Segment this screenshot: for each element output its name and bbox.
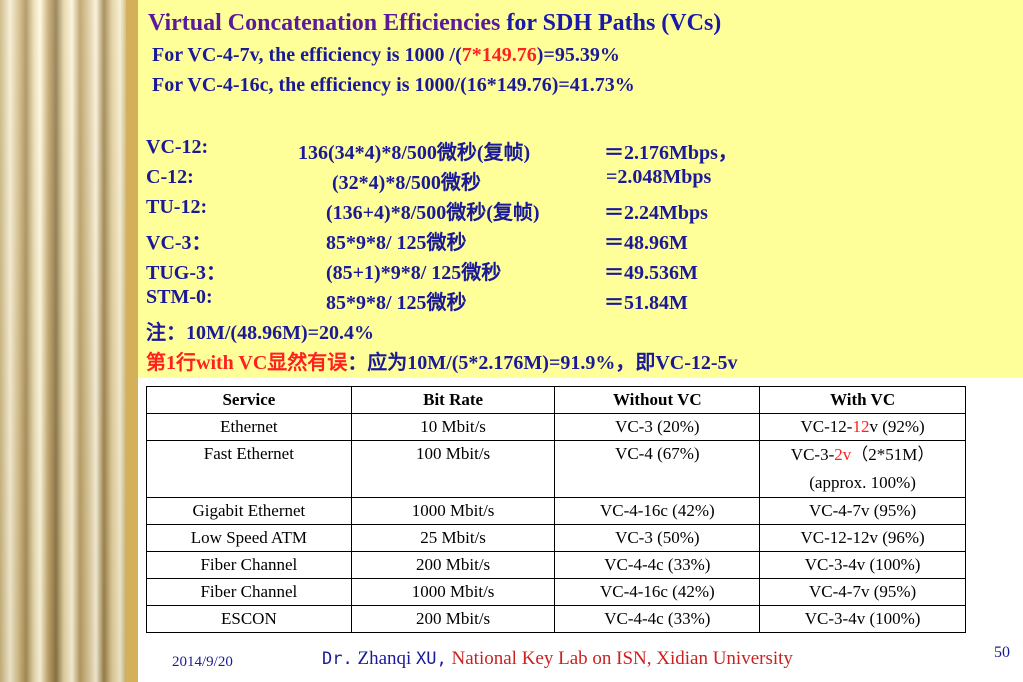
cell-with: VC-3-4v (100%) — [759, 605, 966, 633]
table-row: Ethernet 10 Mbit/s VC-3 (20%) VC-12-12v … — [146, 413, 966, 441]
rate-name: TUG-3： — [146, 262, 226, 284]
cell-with-b: （2*51M） — [851, 445, 935, 464]
rate-result: =2.048Mbps — [606, 166, 712, 188]
cell-service: Fast Ethernet — [146, 440, 352, 498]
cell-with-red: 2v — [834, 445, 852, 464]
rate-result: ＝2.176Mbps， — [604, 142, 738, 164]
cell-service: ESCON — [146, 605, 352, 633]
table-row: Fast Ethernet 100 Mbit/s VC-4 (67%) VC-3… — [146, 440, 966, 498]
cell-without: VC-4-16c (42%) — [554, 497, 761, 525]
cell-without: VC-4-4c (33%) — [554, 551, 761, 579]
efficiency-line-1-a: For VC-4-7v, the efficiency is 1000 /( — [152, 44, 462, 66]
cell-with: VC-3-4v (100%) — [759, 551, 966, 579]
cell-service: Gigabit Ethernet — [146, 497, 352, 525]
cell-service: Fiber Channel — [146, 578, 352, 606]
slide-title: Virtual Concatenation Efficiencies for S… — [148, 10, 721, 37]
author-prefix: Dr. — [322, 649, 353, 669]
remark-blue: ：应为10M/(5*2.176M)=91.9%，即VC-12-5v — [347, 352, 738, 374]
service-table: Service Bit Rate Without VC With VC Ethe… — [146, 386, 966, 633]
table-row: Gigabit Ethernet 1000 Mbit/s VC-4-16c (4… — [146, 497, 966, 525]
title-main: Virtual Concatenation Efficiencies — [148, 10, 501, 36]
header-bit-rate: Bit Rate — [350, 386, 556, 414]
cell-with-red: 12 — [852, 417, 870, 436]
rate-name: C-12: — [146, 166, 194, 188]
rate-formula: 85*9*8/ 125微秒 — [326, 292, 467, 314]
cell-service: Ethernet — [146, 413, 352, 441]
cell-with: VC-12-12v (92%) — [759, 413, 966, 441]
cell-rate: 100 Mbit/s — [350, 440, 556, 498]
rate-formula: (136+4)*8/500微秒(复帧) — [326, 202, 540, 224]
efficiency-line-1-c: )=95.39% — [536, 44, 620, 66]
table-row: Low Speed ATM 25 Mbit/s VC-3 (50%) VC-12… — [146, 524, 966, 552]
rate-row: VC-12: — [146, 136, 208, 159]
cell-service: Fiber Channel — [146, 551, 352, 579]
table-row: Fiber Channel 1000 Mbit/s VC-4-16c (42%)… — [146, 578, 966, 606]
cell-without: VC-3 (50%) — [554, 524, 761, 552]
title-suffix: for SDH Paths (VCs) — [500, 10, 722, 36]
rate-name: VC-3： — [146, 232, 212, 254]
cell-without: VC-3 (20%) — [554, 413, 761, 441]
table-row: Fiber Channel 200 Mbit/s VC-4-4c (33%) V… — [146, 551, 966, 579]
cell-with-b: v (92%) — [869, 417, 925, 436]
table-header-row: Service Bit Rate Without VC With VC — [146, 386, 966, 414]
cell-without: VC-4-16c (42%) — [554, 578, 761, 606]
cell-with-line2: (approx. 100%) — [809, 473, 916, 492]
rate-formula: 85*9*8/ 125微秒 — [326, 232, 467, 254]
cell-with-a: VC-3- — [790, 445, 835, 464]
cell-service: Low Speed ATM — [146, 524, 352, 552]
page-number: 50 — [994, 644, 1010, 661]
cell-rate: 1000 Mbit/s — [350, 497, 556, 525]
rate-formula: (32*4)*8/500微秒 — [332, 172, 481, 194]
rate-result: ＝51.84M — [604, 292, 688, 314]
column-decoration — [0, 0, 138, 682]
table-row: ESCON 200 Mbit/s VC-4-4c (33%) VC-3-4v (… — [146, 605, 966, 633]
rate-name: TU-12: — [146, 196, 208, 218]
cell-with: VC-4-7v (95%) — [759, 497, 966, 525]
cell-rate: 200 Mbit/s — [350, 605, 556, 633]
author-name: Zhanqi — [357, 648, 412, 669]
cell-with: VC-3-2v（2*51M） (approx. 100%) — [759, 440, 966, 498]
footer-author: Dr. Zhanqi XU, National Key Lab on ISN, … — [322, 648, 793, 670]
efficiency-line-1-highlight: 7*149.76 — [461, 44, 537, 66]
cell-rate: 25 Mbit/s — [350, 524, 556, 552]
rate-result: ＝2.24Mbps — [604, 202, 708, 224]
rate-result: ＝48.96M — [604, 232, 688, 254]
rate-formula: 136(34*4)*8/500微秒(复帧) — [298, 142, 531, 164]
rate-formula: (85+1)*9*8/ 125微秒 — [326, 262, 502, 284]
efficiency-line-2: For VC-4-16c, the efficiency is 1000/(16… — [152, 74, 635, 96]
cell-with: VC-12-12v (96%) — [759, 524, 966, 552]
note-line: 注：10M/(48.96M)=20.4% — [146, 322, 375, 344]
author-surname: XU, — [416, 649, 447, 669]
cell-with: VC-4-7v (95%) — [759, 578, 966, 606]
rate-name-stm0: STM-0: — [146, 286, 213, 308]
header-service: Service — [146, 386, 352, 414]
header-without-vc: Without VC — [554, 386, 761, 414]
left-accent-bar — [126, 0, 138, 682]
cell-rate: 200 Mbit/s — [350, 551, 556, 579]
cell-rate: 10 Mbit/s — [350, 413, 556, 441]
footer-date: 2014/9/20 — [172, 654, 233, 670]
cell-without: VC-4 (67%) — [554, 440, 761, 498]
cell-with-a: VC-12- — [800, 417, 853, 436]
rate-result: ＝49.536M — [604, 262, 698, 284]
author-affiliation: National Key Lab on ISN, Xidian Universi… — [446, 648, 793, 669]
remark-red: 第1行with VC显然有误 — [146, 352, 348, 374]
header-with-vc: With VC — [759, 386, 966, 414]
remark-line: 第1行with VC显然有误：应为10M/(5*2.176M)=91.9%，即V… — [146, 346, 738, 375]
efficiency-line-1: For VC-4-7v, the efficiency is 1000 /(7*… — [152, 44, 620, 67]
cell-without: VC-4-4c (33%) — [554, 605, 761, 633]
rate-name: VC-12: — [146, 136, 209, 158]
cell-rate: 1000 Mbit/s — [350, 578, 556, 606]
